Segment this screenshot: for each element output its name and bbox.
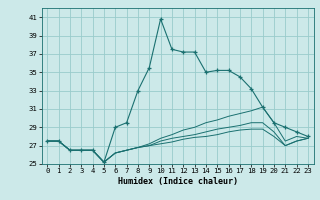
X-axis label: Humidex (Indice chaleur): Humidex (Indice chaleur) xyxy=(118,177,237,186)
